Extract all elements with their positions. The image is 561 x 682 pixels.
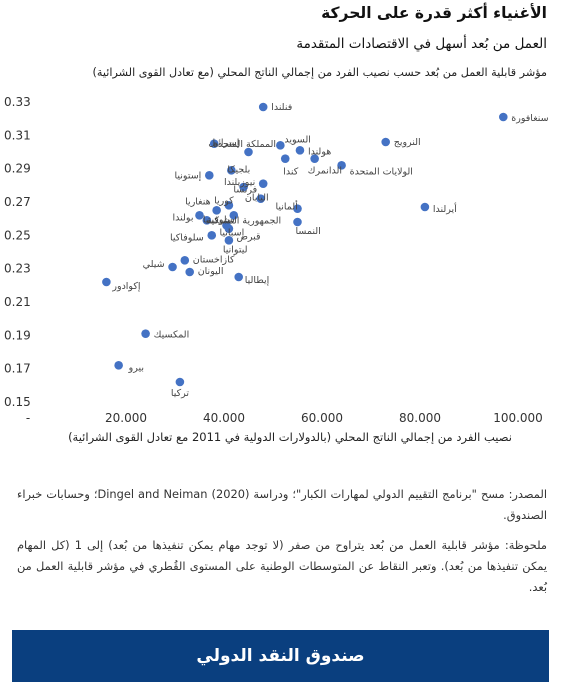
point-label: تركيا xyxy=(171,388,190,399)
data-point xyxy=(420,202,430,212)
point-label: النمسا xyxy=(296,226,321,237)
data-point xyxy=(175,377,185,387)
x-tick-label: 80.000 xyxy=(399,411,441,425)
data-point xyxy=(239,182,248,192)
point-label: اليابان xyxy=(245,193,269,204)
data-point xyxy=(224,236,234,245)
chart-title: الأغنياء أكثر قدرة على الحركة xyxy=(321,4,547,22)
data-point xyxy=(212,206,221,215)
chart-subtitle: العمل من بُعد أسهل في الاقتصادات المتقدم… xyxy=(296,36,547,52)
data-point xyxy=(310,154,319,163)
y-tick-label: 0.29 xyxy=(4,162,31,176)
point-label: اليونان xyxy=(198,266,224,277)
data-point xyxy=(276,141,285,150)
y-tick-label: 0.23 xyxy=(4,262,31,276)
data-point xyxy=(244,147,253,157)
data-point xyxy=(195,211,204,220)
data-point xyxy=(168,262,177,272)
y-tick-label: 0.27 xyxy=(4,195,31,209)
data-point xyxy=(258,179,268,188)
point-label: فنلندا xyxy=(271,102,292,113)
data-point xyxy=(180,256,190,265)
point-label: كازاخستان xyxy=(193,254,235,265)
point-label: أيرلندا xyxy=(433,202,457,215)
point-label: سنغافورة xyxy=(511,113,548,124)
x-tick-label: - xyxy=(26,411,30,425)
data-point xyxy=(499,112,508,122)
point-label: السويد xyxy=(284,134,311,145)
point-label: سلوفينيا xyxy=(203,214,235,225)
point-label: الجمهورية التشيكية xyxy=(206,215,281,226)
point-label: قبرص xyxy=(236,231,260,242)
x-axis-label: نصيب الفرد من إجمالي الناتج المحلي (بالد… xyxy=(68,430,512,444)
point-label: إستونيا xyxy=(175,170,202,181)
data-point xyxy=(234,272,243,282)
point-label: إكوادور xyxy=(111,281,140,292)
point-label: ألمانيا xyxy=(276,200,299,213)
y-tick-label: 0.21 xyxy=(4,295,31,309)
point-label: هنغاريا xyxy=(185,196,210,207)
point-label: إيطاليا xyxy=(245,275,270,286)
x-tick-label: 100.000 xyxy=(493,411,543,425)
point-labels: سنغافورة فنلندا النرويج السويد المملكة المتح… xyxy=(111,102,548,399)
y-axis-label: مؤشر قابلية العمل من بُعد حسب نصيب الفرد… xyxy=(92,66,547,79)
data-point xyxy=(258,102,268,112)
point-label: سلوفاكيا xyxy=(170,232,204,243)
data-point xyxy=(229,211,239,220)
x-tick-labels: - 20.000 40.000 60.000 80.000 100.000 xyxy=(26,411,543,425)
data-point xyxy=(185,267,194,277)
point-label: فرنسا xyxy=(233,185,257,196)
point-label: بلجيكا xyxy=(227,164,250,175)
y-tick-label: 0.17 xyxy=(4,362,31,376)
footnote: ملحوظة: مؤشر قابلية العمل من بُعد يتراوح… xyxy=(17,538,547,594)
data-point xyxy=(114,361,123,370)
data-point xyxy=(102,277,111,287)
data-point xyxy=(337,161,346,170)
point-label: المكسيك xyxy=(154,330,190,341)
data-point xyxy=(205,171,214,180)
data-point xyxy=(202,216,212,225)
point-label: هولندا xyxy=(308,146,331,157)
y-tick-label: 0.33 xyxy=(4,95,31,109)
y-tick-label: 0.31 xyxy=(4,128,31,142)
y-tick-label: 0.19 xyxy=(4,328,31,342)
point-label: شيلي xyxy=(143,259,165,270)
point-label: كندا xyxy=(283,167,298,178)
data-points xyxy=(102,102,508,387)
point-label: المملكة المتحدة xyxy=(213,139,276,150)
data-point xyxy=(280,154,290,163)
data-point xyxy=(209,139,219,148)
data-point xyxy=(381,137,391,147)
y-tick-label: 0.15 xyxy=(4,395,31,409)
data-point xyxy=(224,201,234,210)
data-point xyxy=(295,146,305,155)
data-point xyxy=(293,217,302,227)
data-point xyxy=(207,231,217,240)
point-label: النرويج xyxy=(394,137,421,148)
imf-footer-banner: صندوق النقد الدولي xyxy=(12,630,549,682)
x-tick-label: 40.000 xyxy=(203,411,245,425)
x-tick-label: 60.000 xyxy=(301,411,343,425)
data-point xyxy=(227,166,236,175)
point-label: إسرائيل xyxy=(208,138,240,149)
data-point xyxy=(224,224,234,233)
point-label: بولندا xyxy=(173,212,194,223)
point-label: كوريا xyxy=(214,195,234,206)
data-point xyxy=(141,329,150,338)
data-point xyxy=(293,204,302,213)
data-point xyxy=(256,194,266,203)
point-label: ليتوانيا xyxy=(223,244,248,255)
point-label: بيرو xyxy=(128,362,144,373)
x-tick-label: 20.000 xyxy=(105,411,147,425)
y-tick-labels: 0.15 0.17 0.19 0.21 0.23 0.25 0.27 0.29 0.31 0.33 xyxy=(4,95,31,409)
point-label: إسبانيا xyxy=(220,228,245,239)
source-note: المصدر: مسح "برنامج التقييم الدولي لمهار… xyxy=(17,487,547,522)
scatter-chart: 0.15 0.17 0.19 0.21 0.23 0.25 0.27 0.29 0.31 0.33… xyxy=(4,95,549,425)
y-tick-label: 0.25 xyxy=(4,228,31,242)
point-label: الولايات المتحدة xyxy=(350,166,413,177)
point-label: الدانمرك xyxy=(308,166,342,177)
point-label: نيوزيلندا xyxy=(224,177,255,188)
